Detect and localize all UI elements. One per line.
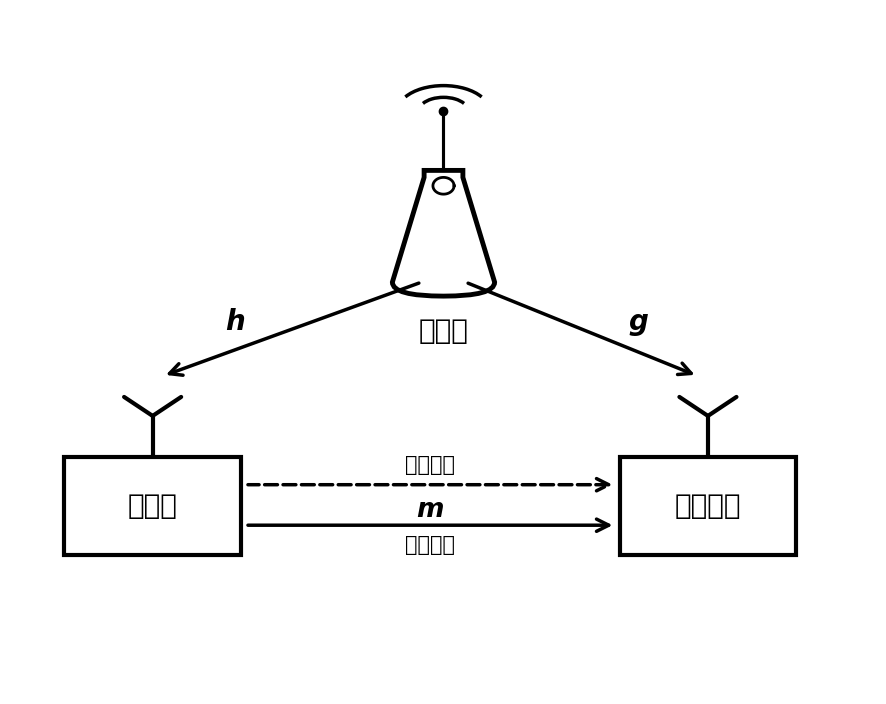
Text: 射频源: 射频源 [418, 317, 468, 345]
Text: 读写器: 读写器 [128, 491, 177, 520]
Text: 上行链路: 上行链路 [405, 455, 455, 475]
PathPatch shape [392, 170, 494, 296]
Text: h: h [225, 308, 245, 336]
Text: g: g [628, 308, 648, 336]
Text: 下行链路: 下行链路 [405, 535, 455, 555]
Polygon shape [432, 177, 454, 194]
Text: m: m [416, 497, 444, 523]
Text: 电子标签: 电子标签 [674, 491, 741, 520]
FancyBboxPatch shape [619, 457, 795, 555]
FancyBboxPatch shape [65, 457, 240, 555]
